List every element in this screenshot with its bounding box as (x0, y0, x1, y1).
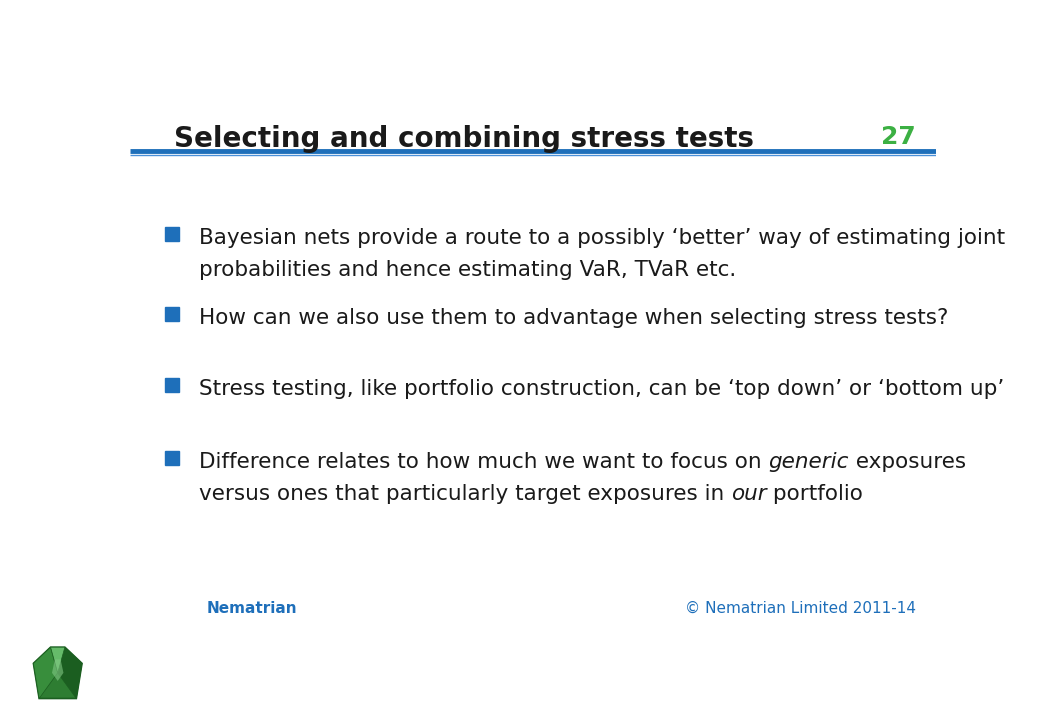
Text: portfolio: portfolio (766, 485, 863, 505)
Text: exposures: exposures (849, 452, 965, 472)
Text: Selecting and combining stress tests: Selecting and combining stress tests (175, 125, 754, 153)
Text: Difference relates to how much we want to focus on: Difference relates to how much we want t… (199, 452, 768, 472)
Text: Bayesian nets provide a route to a possibly ‘better’ way of estimating joint: Bayesian nets provide a route to a possi… (199, 228, 1005, 248)
Text: © Nematrian Limited 2011-14: © Nematrian Limited 2011-14 (685, 601, 916, 616)
Text: Nematrian: Nematrian (207, 601, 297, 616)
Text: versus ones that particularly target exposures in: versus ones that particularly target exp… (199, 485, 731, 505)
Bar (164, 378, 179, 392)
Bar (164, 227, 179, 240)
Polygon shape (52, 660, 63, 681)
Bar (164, 451, 179, 465)
Text: our: our (731, 485, 766, 505)
Polygon shape (33, 647, 58, 698)
Bar (164, 307, 179, 321)
Text: How can we also use them to advantage when selecting stress tests?: How can we also use them to advantage wh… (199, 308, 947, 328)
Text: Stress testing, like portfolio construction, can be ‘top down’ or ‘bottom up’: Stress testing, like portfolio construct… (199, 379, 1004, 399)
Text: probabilities and hence estimating VaR, TVaR etc.: probabilities and hence estimating VaR, … (199, 260, 735, 280)
Polygon shape (33, 647, 82, 698)
Text: 27: 27 (881, 125, 916, 149)
Polygon shape (51, 647, 64, 672)
Text: generic: generic (768, 452, 849, 472)
Polygon shape (58, 647, 82, 698)
